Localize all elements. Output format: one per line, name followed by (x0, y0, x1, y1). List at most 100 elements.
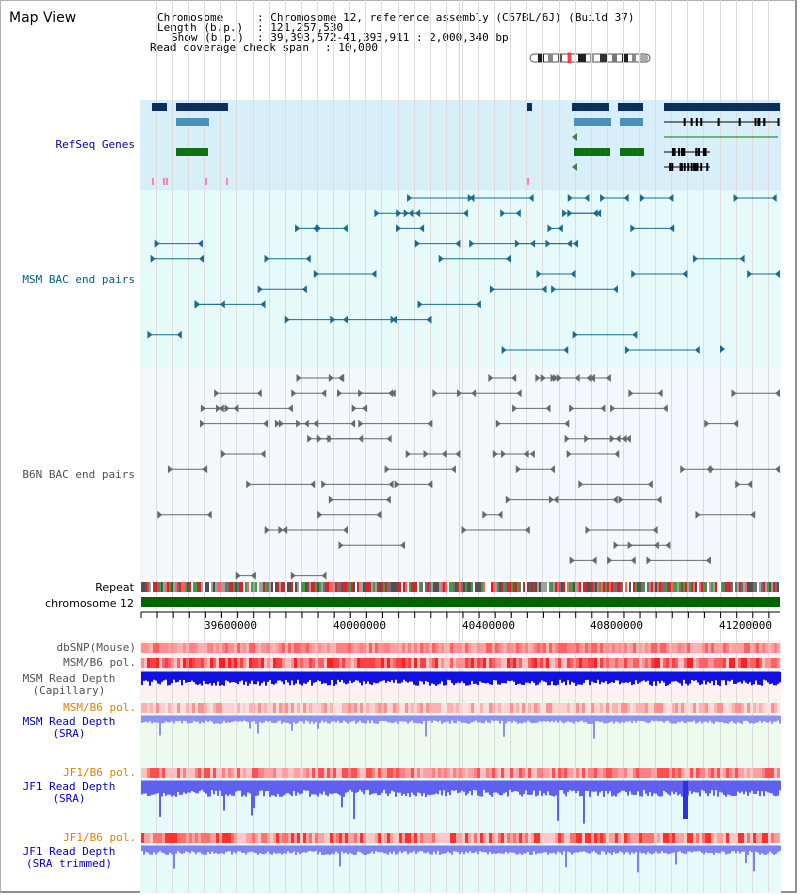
read-depth-bar (283, 846, 285, 854)
grid-line (220, 0, 221, 893)
read-depth-bar (597, 781, 599, 796)
heat-cell (285, 643, 288, 653)
repeat-segment (617, 582, 619, 592)
read-depth-bar (469, 672, 471, 685)
read-depth-bar (543, 716, 545, 722)
heat-cell (249, 658, 252, 668)
read-depth-bar (593, 672, 595, 683)
bac-end (202, 465, 208, 474)
gene-exon (700, 118, 703, 126)
jf1-b6-pol-label[interactable]: JF1/B6 pol. (63, 766, 136, 779)
read-depth-bar (223, 846, 225, 855)
bac-end (665, 541, 671, 550)
read-depth-bar (459, 672, 461, 684)
heat-cell (636, 643, 639, 653)
axis-tick-label: 39600000 (204, 619, 257, 632)
repeat-segment (589, 582, 591, 592)
read-depth-bar (633, 781, 635, 796)
bac-end (567, 194, 573, 202)
read-depth-bar (771, 781, 773, 794)
chromosome-bar (141, 597, 780, 607)
heat-cell (711, 703, 714, 713)
heat-cell (453, 703, 456, 713)
jf1-b6-pol-label-2[interactable]: JF1/B6 pol. (63, 831, 136, 844)
heat-cell (405, 703, 408, 713)
heat-cell (255, 703, 258, 713)
msm-bac-label[interactable]: MSM BAC end pairs (22, 273, 135, 286)
read-depth-bar (389, 846, 391, 853)
read-depth-bar (479, 846, 481, 852)
heat-cell (366, 768, 369, 778)
repeat-segment (411, 582, 413, 592)
heat-cell (540, 643, 543, 653)
bac-end (623, 194, 629, 202)
heat-cell (525, 703, 528, 713)
heat-cell (441, 703, 444, 713)
gene-exon (669, 163, 672, 171)
heat-cell (204, 658, 207, 668)
read-depth-bar (443, 716, 445, 723)
read-depth-bar (435, 716, 437, 721)
read-depth-bar (737, 781, 739, 792)
read-depth-bar (185, 781, 187, 794)
heat-cell (522, 768, 525, 778)
read-depth-bar (237, 716, 239, 722)
msm-b6-pol-label[interactable]: MSM/B6 pol. (63, 656, 136, 669)
read-depth-bar (677, 781, 679, 796)
read-depth-bar (713, 846, 715, 855)
repeat-segment (659, 582, 661, 592)
repeat-segment (757, 582, 759, 592)
read-depth-bar (285, 716, 287, 723)
heat-cell (273, 833, 276, 843)
read-depth-bar (741, 716, 743, 724)
grid-line (253, 0, 254, 893)
msm-b6-pol-label-2[interactable]: MSM/B6 pol. (63, 701, 136, 714)
read-depth-bar (673, 846, 675, 853)
heat-cell (687, 768, 690, 778)
grid-line (752, 0, 753, 893)
heat-cell (297, 833, 300, 843)
heat-cell (336, 768, 339, 778)
heat-cell (234, 658, 237, 668)
heat-cell (318, 768, 321, 778)
read-depth-bar (707, 781, 709, 797)
read-depth-bar (353, 846, 355, 855)
bac-end (607, 556, 613, 565)
repeat-segment (461, 582, 463, 592)
b6n-bac-label[interactable]: B6N BAC end pairs (22, 468, 135, 481)
grid-line (494, 0, 495, 893)
read-depth-bar (587, 781, 589, 791)
repeat-segment (215, 582, 217, 592)
repeat-segment (181, 582, 183, 592)
heat-cell (762, 768, 765, 778)
read-depth-bar (153, 716, 155, 723)
refseq-genes-label[interactable]: RefSeq Genes (55, 138, 135, 151)
refseq-marker (527, 178, 529, 185)
grid-line (607, 0, 608, 893)
bac-end (512, 404, 518, 413)
dbsnp-label[interactable]: dbSNP(Mouse) (56, 641, 136, 654)
read-depth-bar (143, 716, 145, 723)
chromosome-ideogram[interactable] (528, 52, 658, 64)
read-depth-bar (625, 846, 627, 853)
read-depth-bar (265, 846, 267, 854)
repeat-segment (163, 582, 165, 592)
read-depth-bar (647, 672, 649, 681)
gene-exon (697, 148, 700, 156)
read-depth-bar (355, 846, 357, 855)
read-depth-bar (637, 716, 639, 721)
read-depth-bar (777, 846, 779, 853)
gene-exon (683, 148, 686, 156)
bac-end (592, 209, 598, 218)
heat-cell (645, 643, 648, 653)
heat-cell (321, 643, 324, 653)
heat-cell (309, 703, 312, 713)
heat-cell (438, 833, 441, 843)
read-depth-bar (569, 716, 571, 723)
read-depth-bar (373, 781, 375, 794)
read-depth-bar (661, 781, 663, 797)
read-depth-bar (535, 781, 537, 797)
heat-cell (501, 703, 504, 713)
heat-cell (519, 768, 522, 778)
